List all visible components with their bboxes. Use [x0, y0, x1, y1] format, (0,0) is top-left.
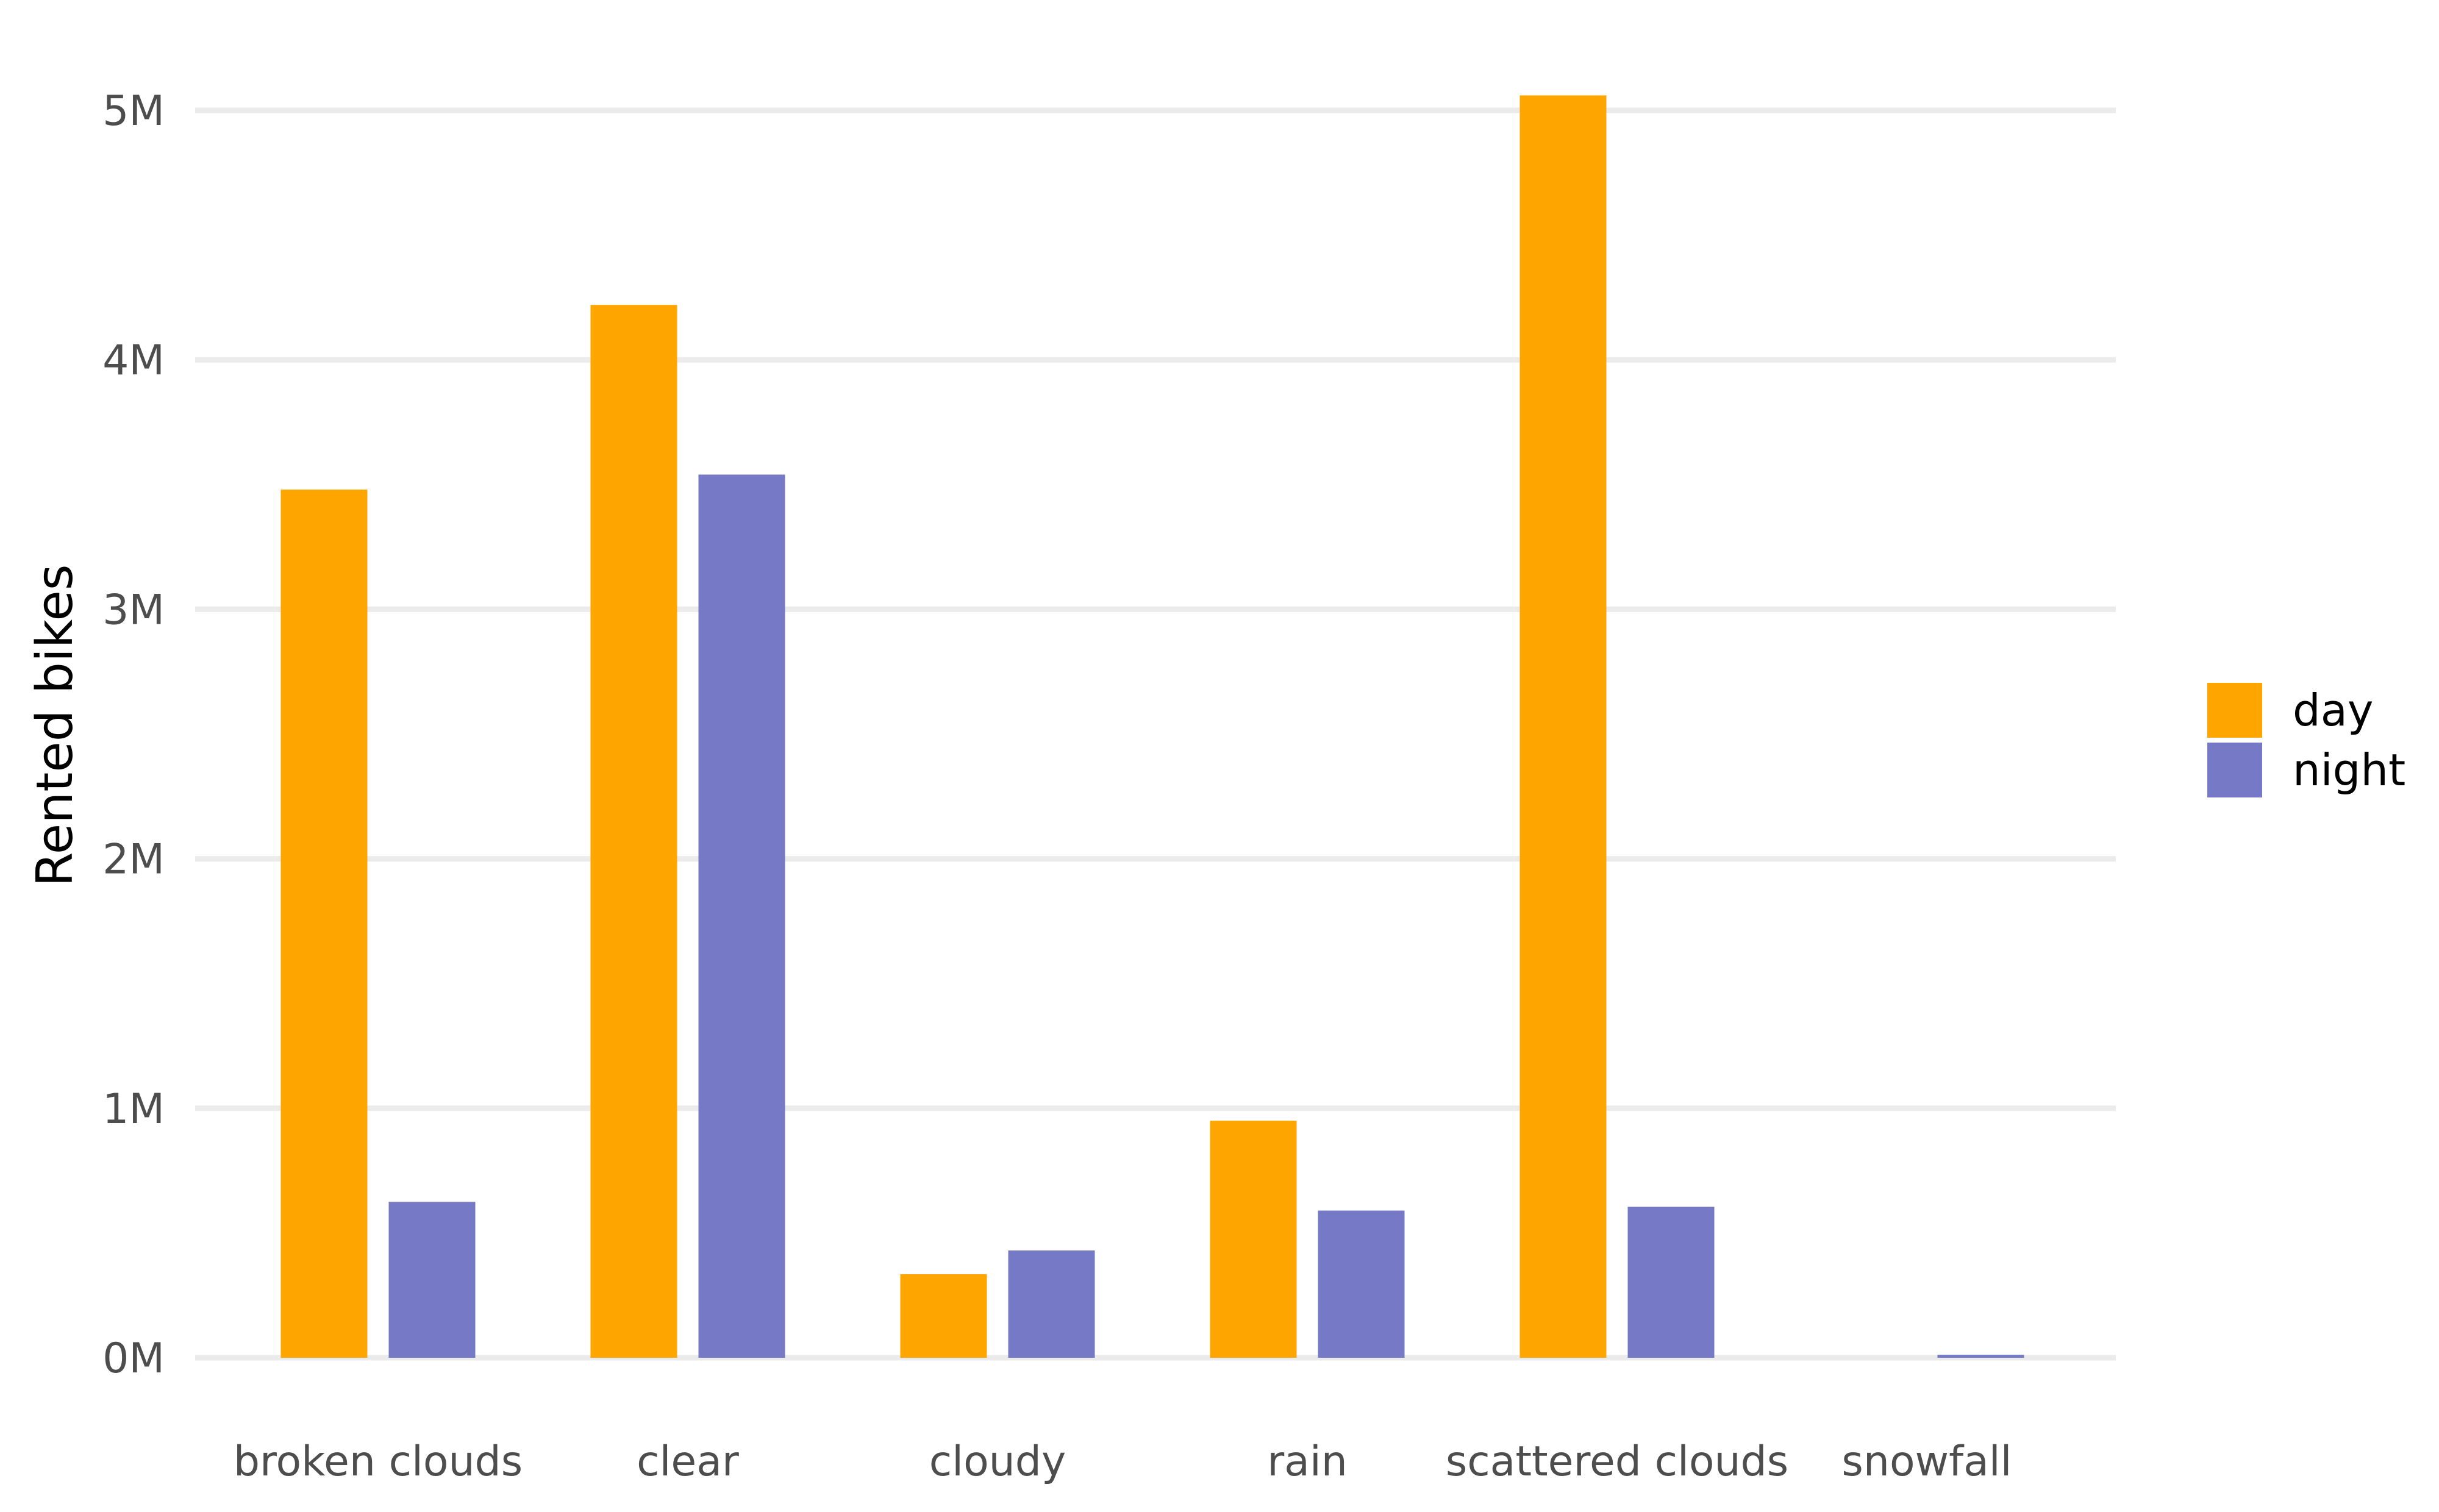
bars [280, 95, 2024, 1358]
x-tick-label: broken clouds [234, 1438, 523, 1486]
bar-day-cloudy [900, 1274, 987, 1358]
x-tick-label: clear [637, 1438, 739, 1486]
x-tick-label: snowfall [1841, 1438, 2012, 1486]
x-axis-ticks: broken clouds clear cloudy rain scattered cl… [234, 1438, 2012, 1486]
bar-night-cloudy [1008, 1250, 1095, 1358]
bar-night-broken-clouds [388, 1202, 476, 1358]
bar-day-clear [590, 305, 677, 1358]
legend-swatch-day [2207, 683, 2262, 738]
bar-day-rain [1210, 1121, 1297, 1358]
y-tick-label: 4M [102, 337, 165, 385]
legend-label-day: day [2293, 685, 2373, 736]
x-tick-label: rain [1267, 1438, 1348, 1486]
y-tick-label: 3M [102, 586, 165, 634]
bar-night-snowfall [1937, 1355, 2024, 1358]
bar-night-rain [1318, 1210, 1405, 1358]
bar-day-broken-clouds [280, 489, 368, 1358]
bar-night-scattered-clouds [1627, 1207, 1715, 1358]
y-axis-title: Rented bikes [26, 565, 84, 887]
x-tick-label: scattered clouds [1446, 1438, 1788, 1486]
legend-label-night: night [2293, 744, 2405, 796]
bar-day-scattered-clouds [1519, 95, 1607, 1358]
bar-night-clear [698, 474, 785, 1358]
legend-swatch-night [2207, 743, 2262, 797]
y-tick-label: 5M [102, 87, 165, 135]
legend: day night [2207, 683, 2405, 797]
y-tick-label: 2M [102, 836, 165, 884]
y-tick-label: 0M [102, 1335, 165, 1383]
y-tick-label: 1M [102, 1085, 165, 1133]
x-tick-label: cloudy [929, 1438, 1066, 1486]
gridlines [195, 107, 2116, 1361]
y-axis-ticks: 0M 1M 2M 3M 4M 5M [102, 87, 165, 1383]
